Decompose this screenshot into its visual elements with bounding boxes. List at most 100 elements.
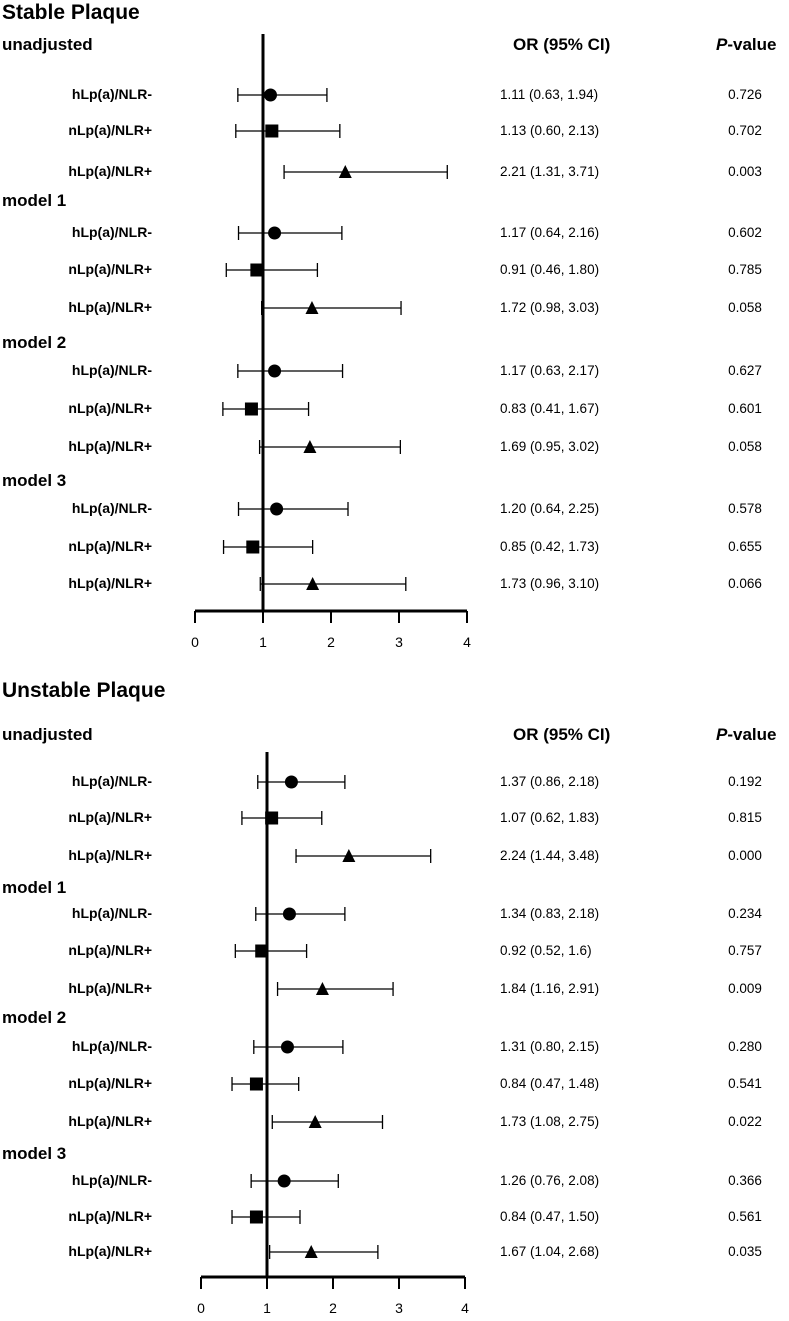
- or-ci-value: 0.84 (0.47, 1.48): [500, 1076, 600, 1091]
- p-value: 0.627: [728, 363, 762, 378]
- p-value: 0.561: [728, 1209, 762, 1224]
- point-triangle: [304, 1245, 318, 1258]
- row-label: hLp(a)/NLR+: [68, 299, 152, 315]
- or-ci-value: 1.73 (1.08, 2.75): [500, 1114, 600, 1129]
- point-triangle: [338, 165, 352, 178]
- p-value: 0.192: [728, 774, 762, 789]
- or-ci-value: 1.69 (0.95, 3.02): [500, 439, 600, 454]
- or-ci-value: 0.85 (0.42, 1.73): [500, 539, 600, 554]
- point-square: [265, 811, 279, 825]
- point-circle: [277, 1174, 291, 1188]
- row-label: hLp(a)/NLR+: [68, 980, 152, 996]
- or-ci-value: 1.11 (0.63, 1.94): [500, 87, 599, 102]
- point-triangle: [303, 440, 317, 453]
- panel-title: Unstable Plaque: [2, 679, 166, 702]
- point-triangle: [315, 982, 329, 995]
- row-label: nLp(a)/NLR+: [68, 538, 152, 554]
- point-circle: [268, 226, 282, 240]
- x-tick-label: 2: [329, 1300, 337, 1316]
- or-ci-value: 0.91 (0.46, 1.80): [500, 262, 600, 277]
- group-label: model 1: [2, 191, 67, 210]
- p-value: 0.022: [728, 1114, 762, 1129]
- or-ci-value: 2.24 (1.44, 3.48): [500, 848, 600, 863]
- point-square: [255, 944, 269, 958]
- point-square: [265, 124, 279, 138]
- row-label: nLp(a)/NLR+: [68, 942, 152, 958]
- point-triangle: [308, 1115, 322, 1128]
- p-value: 0.366: [728, 1173, 762, 1188]
- point-circle: [280, 1040, 294, 1054]
- row-label: nLp(a)/NLR+: [68, 809, 152, 825]
- or-ci-value: 1.17 (0.64, 2.16): [500, 225, 600, 240]
- p-suffix: -value: [727, 35, 777, 54]
- or-ci-value: 1.84 (1.16, 2.91): [500, 981, 600, 996]
- point-triangle: [306, 577, 320, 590]
- or-ci-value: 1.72 (0.98, 3.03): [500, 300, 600, 315]
- or-ci-value: 0.92 (0.52, 1.6): [500, 943, 592, 958]
- or-ci-header: OR (95% CI): [513, 725, 611, 744]
- p-value: 0.003: [728, 164, 762, 179]
- x-tick-label: 0: [191, 634, 199, 650]
- row-label: hLp(a)/NLR-: [71, 773, 152, 789]
- row-label: hLp(a)/NLR-: [71, 86, 152, 102]
- p-value: 0.000: [728, 848, 762, 863]
- row-label: hLp(a)/NLR-: [71, 500, 152, 516]
- point-circle: [282, 907, 296, 921]
- or-ci-value: 0.83 (0.41, 1.67): [500, 401, 600, 416]
- point-circle: [284, 775, 298, 789]
- point-square: [249, 1077, 263, 1091]
- or-ci-value: 1.67 (1.04, 2.68): [500, 1244, 600, 1259]
- row-label: hLp(a)/NLR+: [68, 847, 152, 863]
- point-triangle: [342, 849, 356, 862]
- x-tick-label: 3: [395, 1300, 403, 1316]
- row-label: hLp(a)/NLR-: [71, 1038, 152, 1054]
- p-value: 0.234: [728, 906, 762, 921]
- row-label: nLp(a)/NLR+: [68, 122, 152, 138]
- p-value: 0.058: [728, 439, 762, 454]
- or-ci-value: 1.34 (0.83, 2.18): [500, 906, 600, 921]
- p-value-header: P-value: [716, 35, 776, 55]
- panel-title: Stable Plaque: [2, 1, 140, 24]
- group-label: unadjusted: [2, 725, 93, 744]
- row-label: hLp(a)/NLR+: [68, 438, 152, 454]
- or-ci-value: 1.17 (0.63, 2.17): [500, 363, 600, 378]
- row-label: hLp(a)/NLR-: [71, 362, 152, 378]
- point-square: [249, 1210, 263, 1224]
- p-value: 0.785: [728, 262, 762, 277]
- or-ci-header: OR (95% CI): [513, 35, 611, 54]
- p-value: 0.602: [728, 225, 762, 240]
- x-tick-label: 2: [327, 634, 335, 650]
- row-label: nLp(a)/NLR+: [68, 1075, 152, 1091]
- p-value: 0.035: [728, 1244, 762, 1259]
- x-tick-label: 4: [461, 1300, 469, 1316]
- p-value: 0.726: [728, 87, 762, 102]
- p-suffix: -value: [727, 725, 777, 744]
- or-ci-value: 1.26 (0.76, 2.08): [500, 1173, 600, 1188]
- group-label: model 1: [2, 878, 67, 897]
- or-ci-value: 1.37 (0.86, 2.18): [500, 774, 600, 789]
- x-tick-label: 1: [259, 634, 267, 650]
- p-value: 0.541: [728, 1076, 762, 1091]
- or-ci-value: 1.13 (0.60, 2.13): [500, 123, 600, 138]
- point-triangle: [305, 301, 319, 314]
- point-square: [244, 402, 258, 416]
- group-label: model 2: [2, 1008, 67, 1027]
- row-label: hLp(a)/NLR+: [68, 1243, 152, 1259]
- p-value: 0.655: [728, 539, 762, 554]
- p-value: 0.058: [728, 300, 762, 315]
- or-ci-value: 2.21 (1.31, 3.71): [500, 164, 600, 179]
- x-tick-label: 1: [263, 1300, 271, 1316]
- p-value: 0.815: [728, 810, 762, 825]
- point-square: [246, 540, 260, 554]
- x-tick-label: 4: [463, 634, 471, 650]
- point-circle: [263, 88, 277, 102]
- p-value: 0.702: [728, 123, 762, 138]
- point-circle: [270, 502, 284, 516]
- p-value: 0.066: [728, 576, 762, 591]
- row-label: hLp(a)/NLR-: [71, 224, 152, 240]
- group-label: unadjusted: [2, 35, 93, 54]
- group-label: model 2: [2, 333, 67, 352]
- row-label: hLp(a)/NLR-: [71, 905, 152, 921]
- p-value: 0.578: [728, 501, 762, 516]
